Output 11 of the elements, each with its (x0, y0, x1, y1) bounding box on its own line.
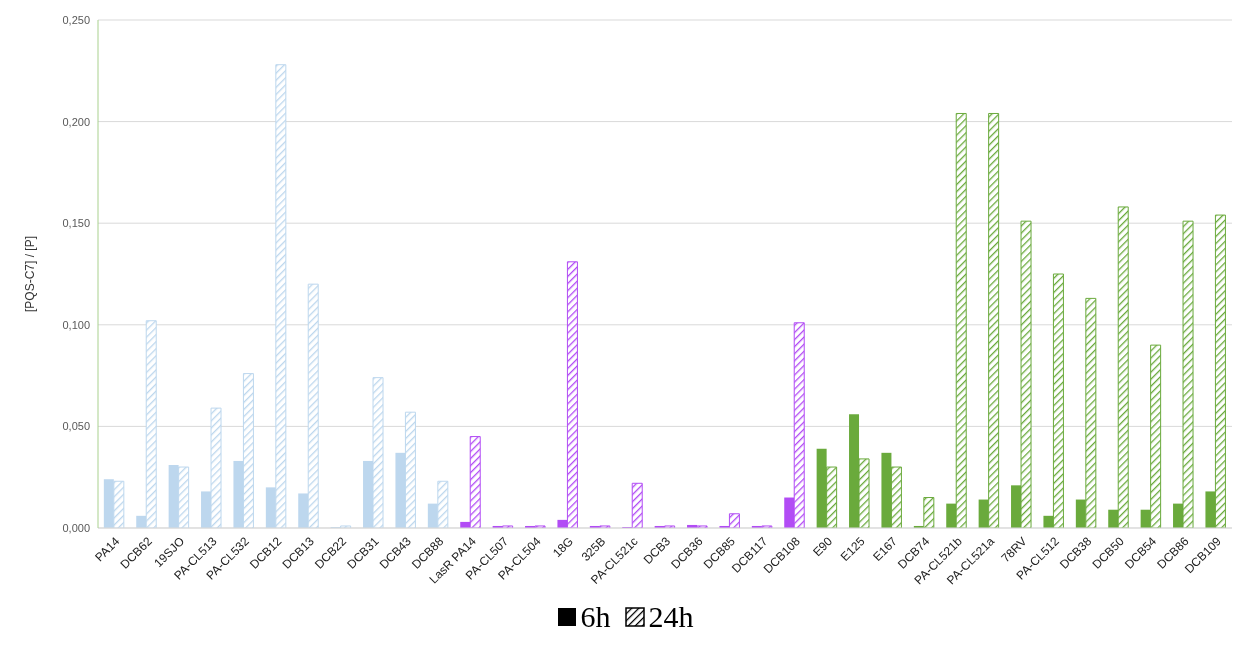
y-tick-label: 0,000 (62, 521, 90, 534)
y-tick-label: 0,200 (62, 115, 90, 128)
y-tick-label: 0,050 (62, 420, 90, 433)
y-tick-label: 0,150 (62, 217, 90, 230)
x-tick-label: E90 (810, 534, 836, 560)
text: 6h (580, 600, 611, 634)
y-axis-title: [PQS-C7] / [P] (23, 235, 38, 313)
y-tick-label: 0,250 (62, 13, 90, 26)
text: 24h (648, 600, 694, 634)
y-tick-label: 0,100 (62, 318, 90, 331)
x-tick-label: 18G (550, 534, 576, 561)
